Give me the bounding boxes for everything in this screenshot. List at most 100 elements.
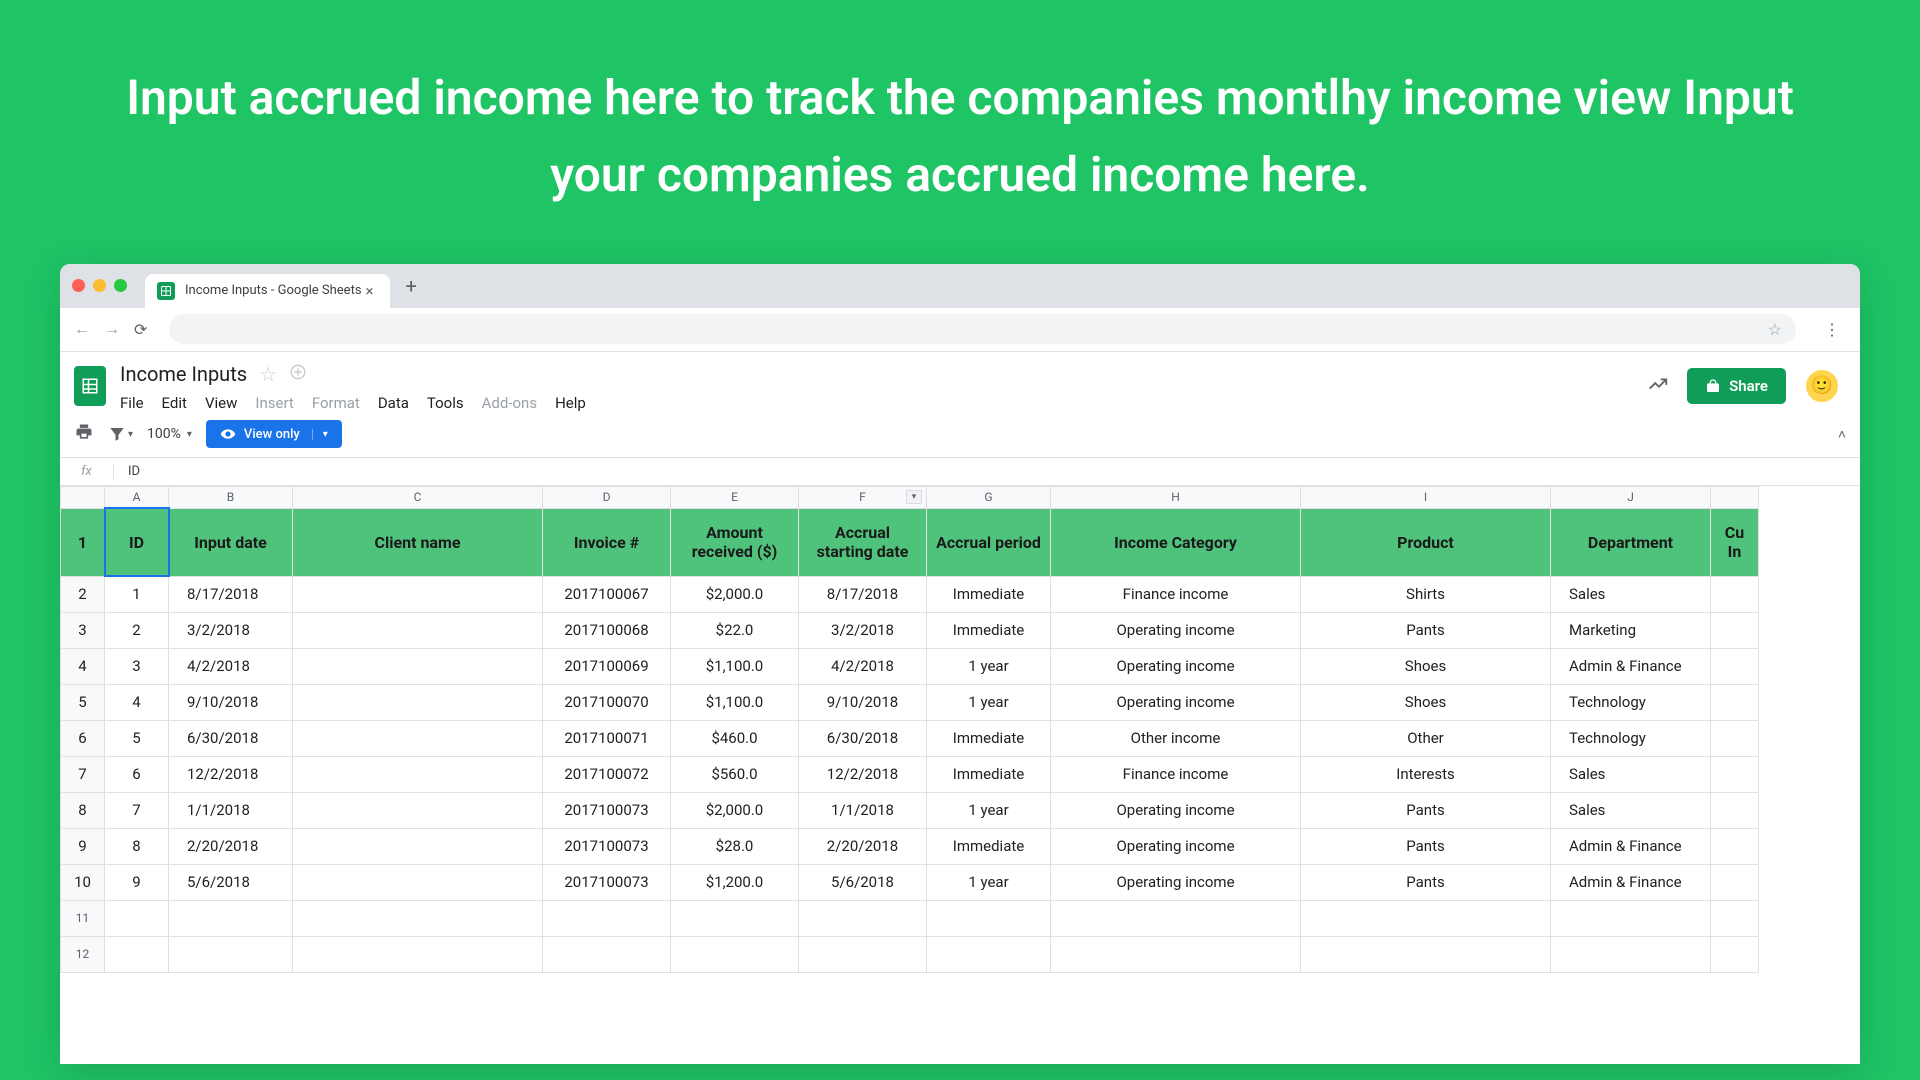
- cell[interactable]: Admin & Finance: [1551, 864, 1711, 900]
- cell[interactable]: 12/2/2018: [799, 756, 927, 792]
- cell[interactable]: 1: [105, 576, 169, 612]
- filter-icon[interactable]: ▾: [108, 425, 133, 443]
- cell[interactable]: $2,000.0: [671, 576, 799, 612]
- cell[interactable]: Admin & Finance: [1551, 648, 1711, 684]
- row-header[interactable]: 11: [61, 900, 105, 936]
- browser-menu-icon[interactable]: ⋮: [1818, 320, 1846, 339]
- zoom-selector[interactable]: 100% ▾: [147, 426, 192, 442]
- cell[interactable]: [799, 936, 927, 972]
- cell[interactable]: 2017100071: [543, 720, 671, 756]
- cell[interactable]: Other income: [1051, 720, 1301, 756]
- cell[interactable]: 1 year: [927, 648, 1051, 684]
- cell[interactable]: 2017100069: [543, 648, 671, 684]
- cell[interactable]: 7: [105, 792, 169, 828]
- row-header[interactable]: 2: [61, 576, 105, 612]
- column-title[interactable]: Income Category: [1051, 508, 1301, 576]
- cell[interactable]: 2017100072: [543, 756, 671, 792]
- cell[interactable]: [1051, 936, 1301, 972]
- cell[interactable]: [293, 684, 543, 720]
- cell[interactable]: 4: [105, 684, 169, 720]
- cell[interactable]: [293, 612, 543, 648]
- cell[interactable]: [1301, 900, 1551, 936]
- cell[interactable]: Operating income: [1051, 612, 1301, 648]
- cell[interactable]: [293, 576, 543, 612]
- cell[interactable]: Finance income: [1051, 756, 1301, 792]
- menu-add-ons[interactable]: Add-ons: [482, 394, 537, 412]
- cell[interactable]: [799, 900, 927, 936]
- row-header[interactable]: 3: [61, 612, 105, 648]
- cell[interactable]: 8/17/2018: [169, 576, 293, 612]
- cell[interactable]: 1 year: [927, 792, 1051, 828]
- cell[interactable]: 2017100073: [543, 864, 671, 900]
- col-header-I[interactable]: I: [1301, 486, 1551, 508]
- cell[interactable]: [1711, 684, 1759, 720]
- row-header[interactable]: 8: [61, 792, 105, 828]
- reload-icon[interactable]: ⟳: [134, 320, 147, 339]
- cell[interactable]: 3/2/2018: [799, 612, 927, 648]
- cell[interactable]: [543, 936, 671, 972]
- cell[interactable]: Sales: [1551, 756, 1711, 792]
- col-header-F[interactable]: F▾: [799, 486, 927, 508]
- new-tab-button[interactable]: +: [390, 274, 433, 298]
- cell[interactable]: 1/1/2018: [799, 792, 927, 828]
- cell[interactable]: Pants: [1301, 612, 1551, 648]
- cell[interactable]: [1711, 792, 1759, 828]
- filter-caret-icon[interactable]: ▾: [906, 490, 922, 504]
- cell[interactable]: Pants: [1301, 828, 1551, 864]
- cell[interactable]: 1 year: [927, 684, 1051, 720]
- cell[interactable]: [293, 900, 543, 936]
- cell[interactable]: Other: [1301, 720, 1551, 756]
- row-header[interactable]: 6: [61, 720, 105, 756]
- cell[interactable]: 3: [105, 648, 169, 684]
- cell[interactable]: [1711, 936, 1759, 972]
- menu-view[interactable]: View: [205, 394, 237, 412]
- column-title[interactable]: Input date: [169, 508, 293, 576]
- col-header-extra[interactable]: [1711, 486, 1759, 508]
- cell[interactable]: Immediate: [927, 612, 1051, 648]
- cell[interactable]: Admin & Finance: [1551, 828, 1711, 864]
- cell[interactable]: 1 year: [927, 864, 1051, 900]
- menu-help[interactable]: Help: [555, 394, 586, 412]
- cell[interactable]: 2017100073: [543, 792, 671, 828]
- column-title[interactable]: Client name: [293, 508, 543, 576]
- cell[interactable]: $22.0: [671, 612, 799, 648]
- menu-tools[interactable]: Tools: [427, 394, 464, 412]
- cell[interactable]: [1711, 900, 1759, 936]
- cell[interactable]: [105, 900, 169, 936]
- row-header[interactable]: 12: [61, 936, 105, 972]
- cell[interactable]: [293, 720, 543, 756]
- menu-edit[interactable]: Edit: [162, 394, 187, 412]
- cell[interactable]: [671, 936, 799, 972]
- cell[interactable]: [1051, 900, 1301, 936]
- cell[interactable]: [671, 900, 799, 936]
- close-tab-icon[interactable]: ×: [362, 282, 378, 300]
- cell[interactable]: 6/30/2018: [799, 720, 927, 756]
- cell[interactable]: Operating income: [1051, 792, 1301, 828]
- col-header-A[interactable]: A: [105, 486, 169, 508]
- column-title[interactable]: Product: [1301, 508, 1551, 576]
- row-header[interactable]: 9: [61, 828, 105, 864]
- cell[interactable]: Interests: [1301, 756, 1551, 792]
- cell[interactable]: [1711, 576, 1759, 612]
- bookmark-star-icon[interactable]: ☆: [1768, 320, 1782, 339]
- cell[interactable]: $460.0: [671, 720, 799, 756]
- cell[interactable]: $2,000.0: [671, 792, 799, 828]
- cell[interactable]: [169, 900, 293, 936]
- cell[interactable]: Immediate: [927, 576, 1051, 612]
- star-doc-icon[interactable]: ☆: [259, 362, 277, 386]
- cell[interactable]: $560.0: [671, 756, 799, 792]
- cell[interactable]: 2: [105, 612, 169, 648]
- column-title[interactable]: Invoice #: [543, 508, 671, 576]
- account-avatar[interactable]: 🙂: [1804, 368, 1840, 404]
- cell[interactable]: Operating income: [1051, 828, 1301, 864]
- cell[interactable]: [293, 648, 543, 684]
- menu-format[interactable]: Format: [312, 394, 360, 412]
- cell[interactable]: [543, 900, 671, 936]
- cell[interactable]: 3/2/2018: [169, 612, 293, 648]
- cell[interactable]: $1,100.0: [671, 684, 799, 720]
- cell[interactable]: [1711, 756, 1759, 792]
- cell[interactable]: $1,100.0: [671, 648, 799, 684]
- move-doc-icon[interactable]: [289, 362, 307, 386]
- cell[interactable]: Operating income: [1051, 864, 1301, 900]
- column-title[interactable]: Cu In: [1711, 508, 1759, 576]
